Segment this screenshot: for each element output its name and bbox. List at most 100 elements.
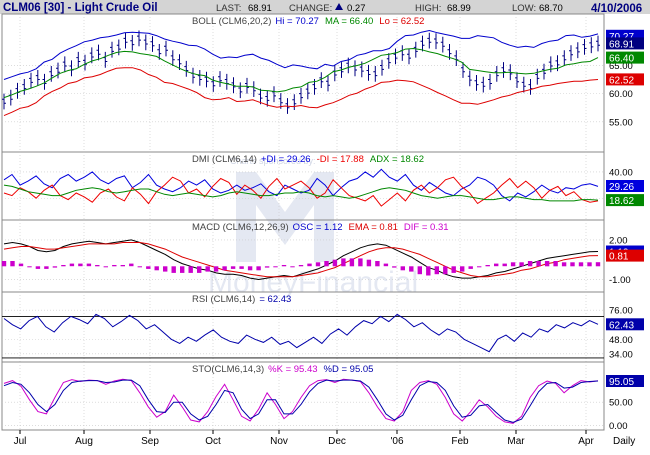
value-box-label: 0.81: [609, 252, 629, 263]
series-bar-dif: [197, 266, 202, 273]
series-bar-dif: [281, 265, 287, 267]
series-bar-dif: [163, 266, 168, 272]
series-bar-dif: [468, 266, 473, 269]
value-box-label: 95.05: [609, 377, 634, 388]
watermark-brand: MoneyFinancial: [208, 266, 418, 299]
series-bar-dif: [27, 266, 32, 268]
watermark-sponsor: Charts sponsored by:: [230, 156, 316, 166]
series-bar-dif: [103, 266, 108, 268]
series-line-adx: [3, 184, 599, 202]
series-bar-dif: [264, 266, 270, 268]
y-tick-label: 76.00: [609, 306, 633, 317]
y-tick-label: 65.00: [609, 61, 633, 72]
panel-title: MACD (CLM6,12,26,9): [192, 222, 289, 233]
series-bar-dif: [256, 266, 261, 271]
high-label: HIGH:: [415, 3, 441, 14]
series-bar-dif: [460, 266, 465, 272]
series-bar-dif: [35, 266, 41, 269]
panels: BOLL (CLM6,20,2) Hi = 70.27 MA = 66.40 Lo =…: [1, 13, 644, 432]
series-bar-dif: [392, 266, 397, 268]
series-bar-dif: [536, 261, 541, 267]
series-bar-dif: [239, 266, 244, 269]
legend-entry: %D = 95.05: [324, 364, 374, 375]
series-bar-dif: [180, 266, 185, 273]
panel-0: BOLL (CLM6,20,2) Hi = 70.27 MA = 66.40 Lo =…: [1, 13, 644, 153]
panel-title: RSI (CLM6,14): [192, 294, 255, 305]
series-bar-dif: [146, 266, 151, 269]
series-bar-dif: [95, 265, 100, 267]
series-line-rsi: [3, 313, 599, 353]
series-bar-dif: [52, 266, 58, 268]
series-bar-dif: [154, 266, 159, 271]
series-bar-dif: [510, 262, 516, 267]
symbol-title: CLM06 [30] - Light Crude Oil: [3, 2, 158, 14]
last-value: 68.91: [248, 3, 272, 14]
series-bar-dif: [86, 263, 92, 267]
up-arrow-icon: [335, 3, 343, 10]
series-bar-dif: [273, 266, 278, 268]
legend-entry: Hi = 70.27: [275, 16, 319, 27]
series-bar-dif: [129, 263, 134, 267]
y-tick-label: 0.00: [609, 421, 628, 432]
value-box-label: 68.91: [609, 39, 634, 50]
series-line-di: [3, 168, 599, 202]
legend-entry: EMA = 0.81: [349, 222, 398, 233]
series-bar-dif: [290, 266, 295, 268]
y-tick-label: 60.00: [609, 89, 633, 100]
x-tick-label: Oct: [205, 436, 221, 447]
series-bar-dif: [78, 263, 83, 267]
legend-entry: = 62.43: [259, 294, 291, 305]
series-bar-dif: [587, 262, 592, 267]
x-tick-label: Apr: [578, 436, 594, 447]
value-box-label: 18.62: [609, 196, 634, 207]
series-bar-dif: [375, 261, 380, 267]
series-line-ma: [3, 47, 599, 99]
x-tick-label: Jul: [14, 436, 27, 447]
panel-frame: [1, 291, 605, 363]
x-tick-label: Mar: [507, 436, 525, 447]
x-tick-label: Aug: [75, 436, 93, 447]
series-line-hi: [3, 29, 599, 80]
series-bar-dif: [188, 266, 193, 273]
series-bar-dif: [112, 265, 117, 267]
series-bar-dif: [477, 266, 482, 268]
series-bar-dif: [570, 262, 575, 267]
legend-entry: %K = 95.43: [268, 364, 317, 375]
value-box: [606, 318, 644, 331]
y-tick-label: 50.00: [609, 398, 633, 409]
series-bar-dif: [519, 262, 524, 267]
series-bar-dif: [324, 261, 329, 267]
y-tick-label: -1.00: [609, 275, 631, 286]
series-bar-dif: [341, 258, 346, 267]
legend-entry: Lo = 62.52: [379, 16, 424, 27]
change-value: 0.27: [347, 3, 366, 14]
series-bar-dif: [44, 266, 49, 269]
x-tick-label: '06: [390, 436, 403, 447]
series-line-k: [3, 378, 599, 424]
watermark-logo-icon: [236, 172, 334, 262]
series-bar-dif: [494, 263, 499, 267]
value-box: [606, 51, 644, 64]
chart-date: 4/10/2006: [591, 3, 642, 15]
x-tick-label: Sep: [141, 436, 159, 447]
series-line-d: [3, 379, 599, 423]
series-bar-dif: [561, 262, 567, 267]
legend-entry: ADX = 18.62: [370, 154, 424, 165]
series-bar-dif: [417, 266, 422, 275]
series-line-ema: [3, 242, 599, 278]
y-tick-label: 34.00: [609, 349, 633, 360]
header-bar: [0, 0, 650, 14]
series-bar-dif: [400, 266, 405, 271]
series-bar-dif: [205, 266, 210, 272]
series-bar-dif: [137, 266, 142, 268]
legend-entry: -DI = 17.88: [317, 154, 364, 165]
series-line-lo: [3, 67, 599, 117]
x-tick-label: Dec: [328, 436, 346, 447]
value-box: [606, 249, 644, 262]
panel-frame: [1, 361, 605, 431]
series-bar-dif: [230, 266, 236, 269]
last-label: LAST:: [216, 3, 241, 14]
x-axis: Jul Aug Sep Oct Nov Dec '06 Feb Mar Apr Daily: [14, 430, 635, 447]
